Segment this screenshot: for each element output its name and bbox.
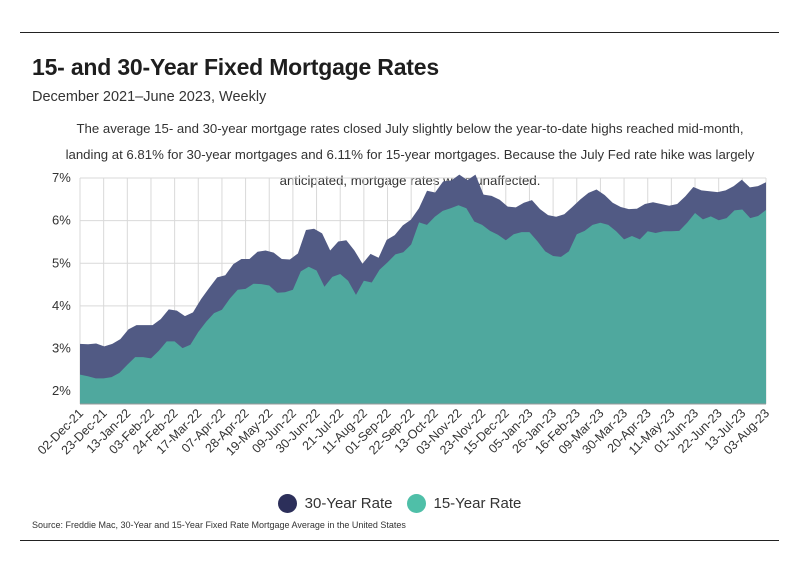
chart-title: 15- and 30-Year Fixed Mortgage Rates (32, 54, 439, 80)
legend-swatch-30-year (277, 494, 297, 513)
y-tick-label: 3% (52, 341, 71, 356)
y-tick-label: 7% (52, 170, 71, 185)
legend-item-30-year: 30-Year Rate (277, 494, 393, 513)
legend-item-15-year: 15-Year Rate (406, 494, 522, 513)
y-tick-label: 4% (52, 298, 71, 313)
legend-swatch-15-year (406, 494, 426, 513)
legend: 30-Year Rate 15-Year Rate (0, 494, 799, 513)
source-note: Source: Freddie Mac, 30-Year and 15-Year… (32, 520, 406, 530)
y-tick-label: 2% (52, 383, 71, 398)
y-tick-label: 6% (52, 213, 71, 228)
legend-label-30-year: 30-Year Rate (304, 495, 393, 512)
top-rule (20, 32, 779, 33)
series-area-15-year (80, 205, 766, 404)
y-tick-label: 5% (52, 255, 71, 270)
legend-label-15-year: 15-Year Rate (433, 495, 522, 512)
chart-subtitle: December 2021–June 2023, Weekly (32, 89, 267, 105)
area-chart: 2%3%4%5%6%7%02-Dec-2123-Dec-2113-Jan-220… (35, 170, 772, 458)
bottom-rule (20, 540, 779, 541)
